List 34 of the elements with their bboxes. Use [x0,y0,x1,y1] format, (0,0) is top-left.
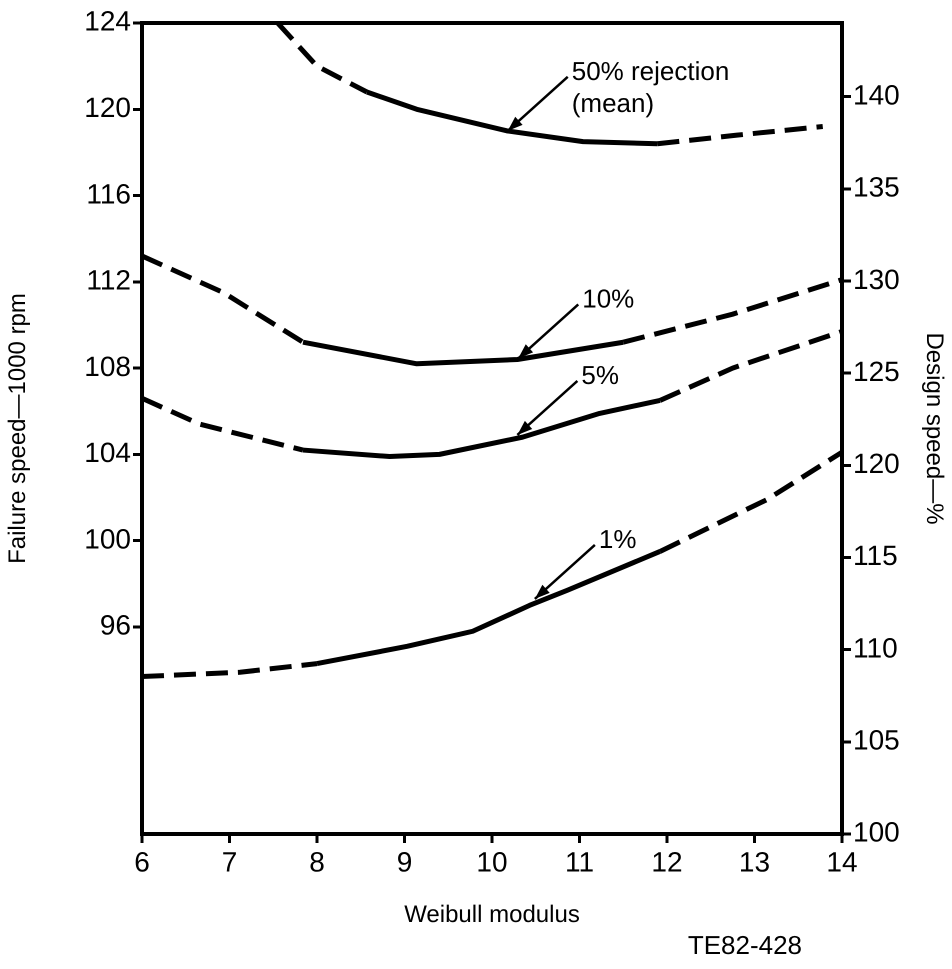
y-tick-label: 116 [86,178,131,210]
y-tick-label: 96 [100,610,131,641]
y2-tick-label: 105 [853,724,900,756]
x-axis-title: Weibull modulus [404,901,580,928]
y-tick-label: 100 [84,523,131,554]
y2-tick-label: 115 [853,540,898,572]
x-tick-label: 9 [396,846,412,878]
x-tick-label: 6 [134,846,150,878]
y-axis-title: Failure speed—1000 rpm [4,293,32,564]
y-tick-label: 108 [84,350,131,382]
y-tick-label: 112 [86,264,131,296]
y-tick-label: 124 [84,6,131,37]
y2-tick-label: 125 [853,356,900,387]
x-tick-label: 12 [651,846,683,878]
x-tick-label: 14 [826,846,858,878]
y2-tick-label: 140 [853,79,900,110]
y2-tick-label: 130 [853,264,900,295]
y2-axis-title: Design speed—% [920,332,948,525]
y2-tick-label: 120 [853,448,900,480]
y2-tick-label: 110 [853,632,898,664]
annotation: 1% [598,524,636,554]
annotation: 5% [581,360,619,390]
x-tick-label: 8 [309,846,325,878]
y2-tick-label: 100 [853,816,900,848]
text: TE82-428 [688,930,802,960]
annotation: 10% [582,284,634,314]
y-tick-label: 120 [84,92,131,123]
x-tick-label: 7 [222,846,238,878]
x-tick-label: 10 [476,846,508,878]
x-tick-label: 13 [738,846,770,878]
annotation: 50% rejection (mean) [572,56,730,118]
y2-tick-label: 135 [853,172,900,203]
x-tick-label: 11 [564,846,594,878]
y-tick-label: 104 [84,437,131,468]
